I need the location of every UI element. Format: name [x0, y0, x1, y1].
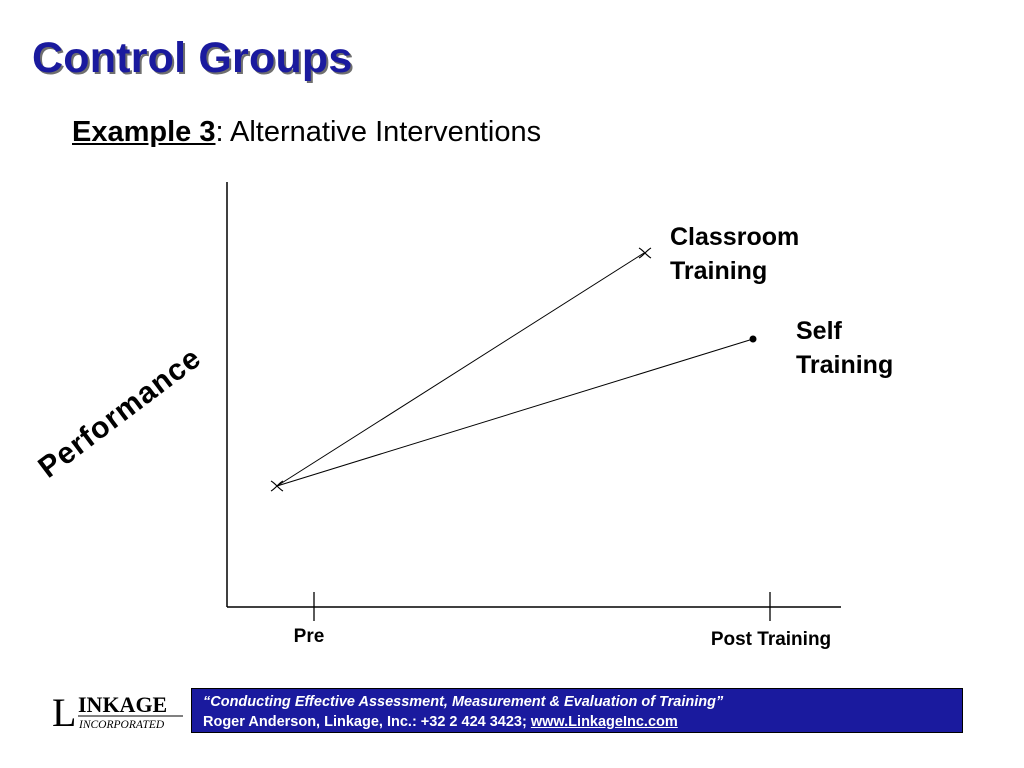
classroom-label-line2: Training: [670, 257, 767, 285]
self-label-line2: Training: [796, 351, 893, 379]
pre-tick-label: Pre: [294, 626, 325, 647]
footer-author: Roger Anderson, Linkage, Inc.: +32 2 424…: [203, 714, 531, 730]
footer-citation-box: “Conducting Effective Assessment, Measur…: [191, 688, 963, 733]
subtitle-example-label: Example 3: [72, 116, 216, 148]
classroom-training-line: [276, 252, 645, 487]
footer-quote: “Conducting Effective Assessment, Measur…: [203, 694, 724, 710]
self-training-end-dot: [749, 335, 757, 343]
self-training-line: [276, 338, 754, 487]
slide-title: Control Groups: [32, 34, 353, 82]
slide-subtitle: Example 3: Alternative Interventions: [72, 116, 541, 149]
classroom-end-x-mark: [638, 247, 652, 259]
subtitle-description: : Alternative Interventions: [215, 116, 542, 148]
self-label-line1: Self: [796, 317, 843, 345]
logo-letter: L: [52, 690, 76, 730]
performance-axis-label: Performance: [32, 341, 207, 484]
footer-author-line: Roger Anderson, Linkage, Inc.: +32 2 424…: [203, 712, 962, 732]
classroom-training-label: Classroom Training: [670, 223, 806, 285]
logo-word: INKAGE: [78, 692, 167, 717]
post-training-tick-label: Post Training: [711, 629, 831, 650]
footer-website-link[interactable]: www.LinkageInc.com: [530, 714, 678, 730]
classroom-label-line1: Classroom: [670, 223, 799, 251]
logo-subtitle: INCORPORATED: [78, 719, 165, 730]
linkage-logo: L INKAGE INCORPORATED: [52, 690, 183, 730]
start-x-mark: [270, 480, 284, 492]
self-training-label: Self Training: [796, 317, 893, 379]
